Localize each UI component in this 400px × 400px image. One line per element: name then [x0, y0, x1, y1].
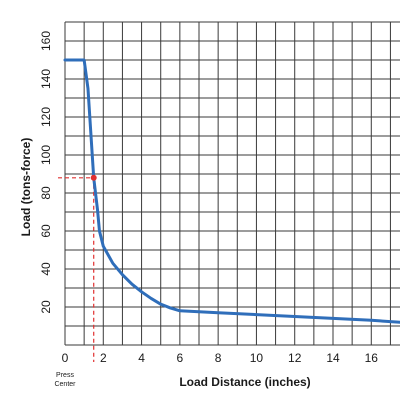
- x-tick-label: 10: [250, 351, 264, 365]
- x-tick-label: 4: [138, 351, 145, 365]
- origin-note-line-2: Center: [54, 381, 76, 388]
- grid-lines: [64, 21, 400, 346]
- y-tick-label: 140: [39, 69, 53, 89]
- origin-note-line-1: Press: [56, 372, 74, 379]
- y-tick-label: 40: [39, 262, 53, 276]
- series-line: [63, 58, 400, 324]
- y-tick-label: 160: [39, 31, 53, 51]
- marker-guides: [58, 177, 95, 362]
- y-tick-label: 80: [39, 186, 53, 200]
- y-tick-labels: 20 40 60 80 100 120 140 160: [39, 31, 53, 314]
- y-tick-label: 120: [39, 107, 53, 127]
- x-tick-label: 0: [62, 351, 69, 365]
- x-axis-label: Load Distance (inches): [179, 375, 310, 389]
- y-tick-label: 60: [39, 224, 53, 238]
- x-tick-label: 6: [177, 351, 184, 365]
- y-tick-label: 100: [39, 145, 53, 165]
- marker-point: [90, 174, 97, 181]
- x-tick-label: 14: [326, 351, 340, 365]
- x-tick-label: 12: [288, 351, 302, 365]
- x-tick-label: 8: [215, 351, 222, 365]
- x-tick-labels: 0 2 4 6 8 10 12 14 16: [62, 351, 379, 365]
- y-tick-label: 20: [39, 300, 53, 314]
- x-tick-label: 16: [365, 351, 379, 365]
- x-tick-label: 2: [100, 351, 107, 365]
- y-axis-label: Load (tons-force): [19, 138, 33, 237]
